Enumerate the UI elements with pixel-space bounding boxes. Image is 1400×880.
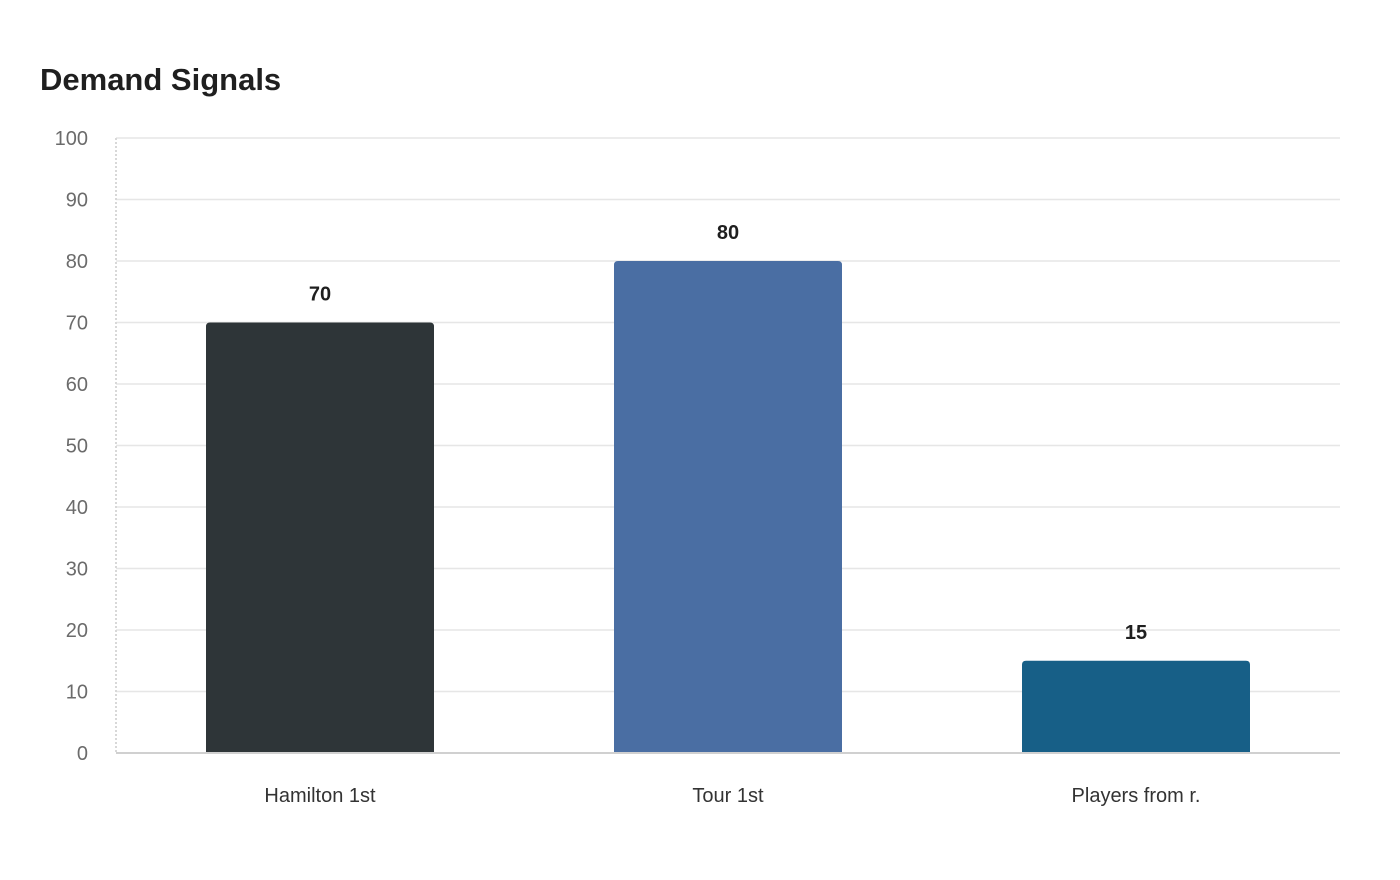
y-tick-label: 70: [66, 313, 88, 335]
y-tick-label: 30: [66, 559, 88, 581]
data-labels: 70 80 15: [309, 222, 1147, 644]
bars: [206, 261, 1250, 753]
bar-hamilton-1st: [206, 322, 434, 753]
x-category-label: Hamilton 1st: [264, 785, 376, 807]
chart-title: Demand Signals: [40, 62, 281, 97]
y-tick-label: 80: [66, 251, 88, 273]
y-tick-label: 20: [66, 620, 88, 642]
bar-tour-1st: [614, 261, 842, 753]
data-label: 80: [717, 222, 739, 244]
data-label: 70: [309, 284, 331, 306]
y-tick-label: 90: [66, 190, 88, 212]
x-category-label: Players from r.: [1072, 785, 1201, 807]
data-label: 15: [1125, 622, 1147, 644]
y-axis-ticks: 0 10 20 30 40 50 60 70 80 90 100: [55, 128, 88, 765]
y-tick-label: 0: [77, 743, 88, 765]
x-category-label: Tour 1st: [692, 785, 764, 807]
y-tick-label: 50: [66, 436, 88, 458]
y-tick-label: 60: [66, 374, 88, 396]
x-axis-categories: Hamilton 1st Tour 1st Players from r.: [264, 785, 1200, 807]
y-tick-label: 40: [66, 497, 88, 519]
y-tick-label: 10: [66, 682, 88, 704]
bar-players-from-r: [1022, 660, 1250, 753]
y-tick-label: 100: [55, 128, 88, 150]
